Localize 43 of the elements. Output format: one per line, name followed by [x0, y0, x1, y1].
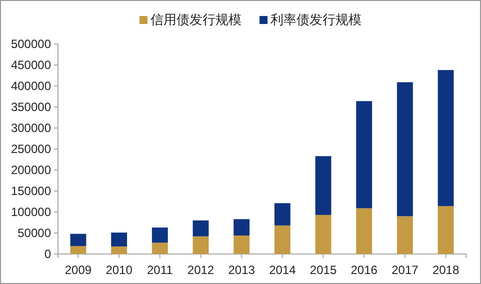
x-tick-label: 2016 — [350, 263, 378, 278]
x-tick-label: 2011 — [146, 263, 174, 278]
y-tick-label: 450000 — [10, 58, 52, 72]
legend-label: 利率债发行规模 — [270, 12, 362, 27]
bar — [152, 228, 168, 243]
x-tick-label: 2013 — [228, 263, 256, 278]
bar — [356, 101, 372, 208]
y-tick-label: 300000 — [10, 120, 52, 135]
x-tick-label: 2009 — [64, 263, 92, 278]
bar — [192, 220, 209, 236]
x-tick-label: 2010 — [106, 263, 133, 278]
bar — [234, 236, 250, 254]
bar — [70, 234, 86, 246]
x-tick-label: 2012 — [187, 263, 214, 278]
bar — [192, 236, 209, 254]
bar — [315, 214, 332, 254]
y-tick-label: 150000 — [10, 184, 52, 198]
y-tick-label: 100000 — [10, 204, 52, 219]
bar — [396, 82, 413, 216]
x-tick-label: 2018 — [432, 263, 460, 278]
bar — [438, 70, 454, 206]
bar — [234, 219, 250, 236]
x-tick-label: 2015 — [310, 263, 337, 278]
bar — [111, 232, 128, 246]
bar — [438, 206, 454, 254]
x-tick-label: 2017 — [392, 263, 419, 278]
y-tick-label: 200000 — [10, 162, 52, 177]
bar — [396, 216, 413, 254]
bar — [274, 203, 290, 226]
legend-label: 信用债发行规模 — [150, 12, 242, 27]
y-tick-label: 0 — [44, 246, 52, 261]
y-tick-label: 350000 — [10, 100, 52, 114]
x-tick-label: 2014 — [269, 263, 296, 278]
y-tick-label: 250000 — [10, 142, 52, 156]
bar — [274, 225, 290, 254]
y-tick-label: 400000 — [10, 78, 52, 93]
y-tick-label: 500000 — [10, 36, 52, 51]
bar — [152, 242, 168, 254]
bar — [111, 246, 128, 254]
bar — [70, 246, 86, 254]
bar — [315, 156, 332, 215]
y-tick-label: 50000 — [18, 226, 52, 240]
bar — [356, 208, 372, 254]
